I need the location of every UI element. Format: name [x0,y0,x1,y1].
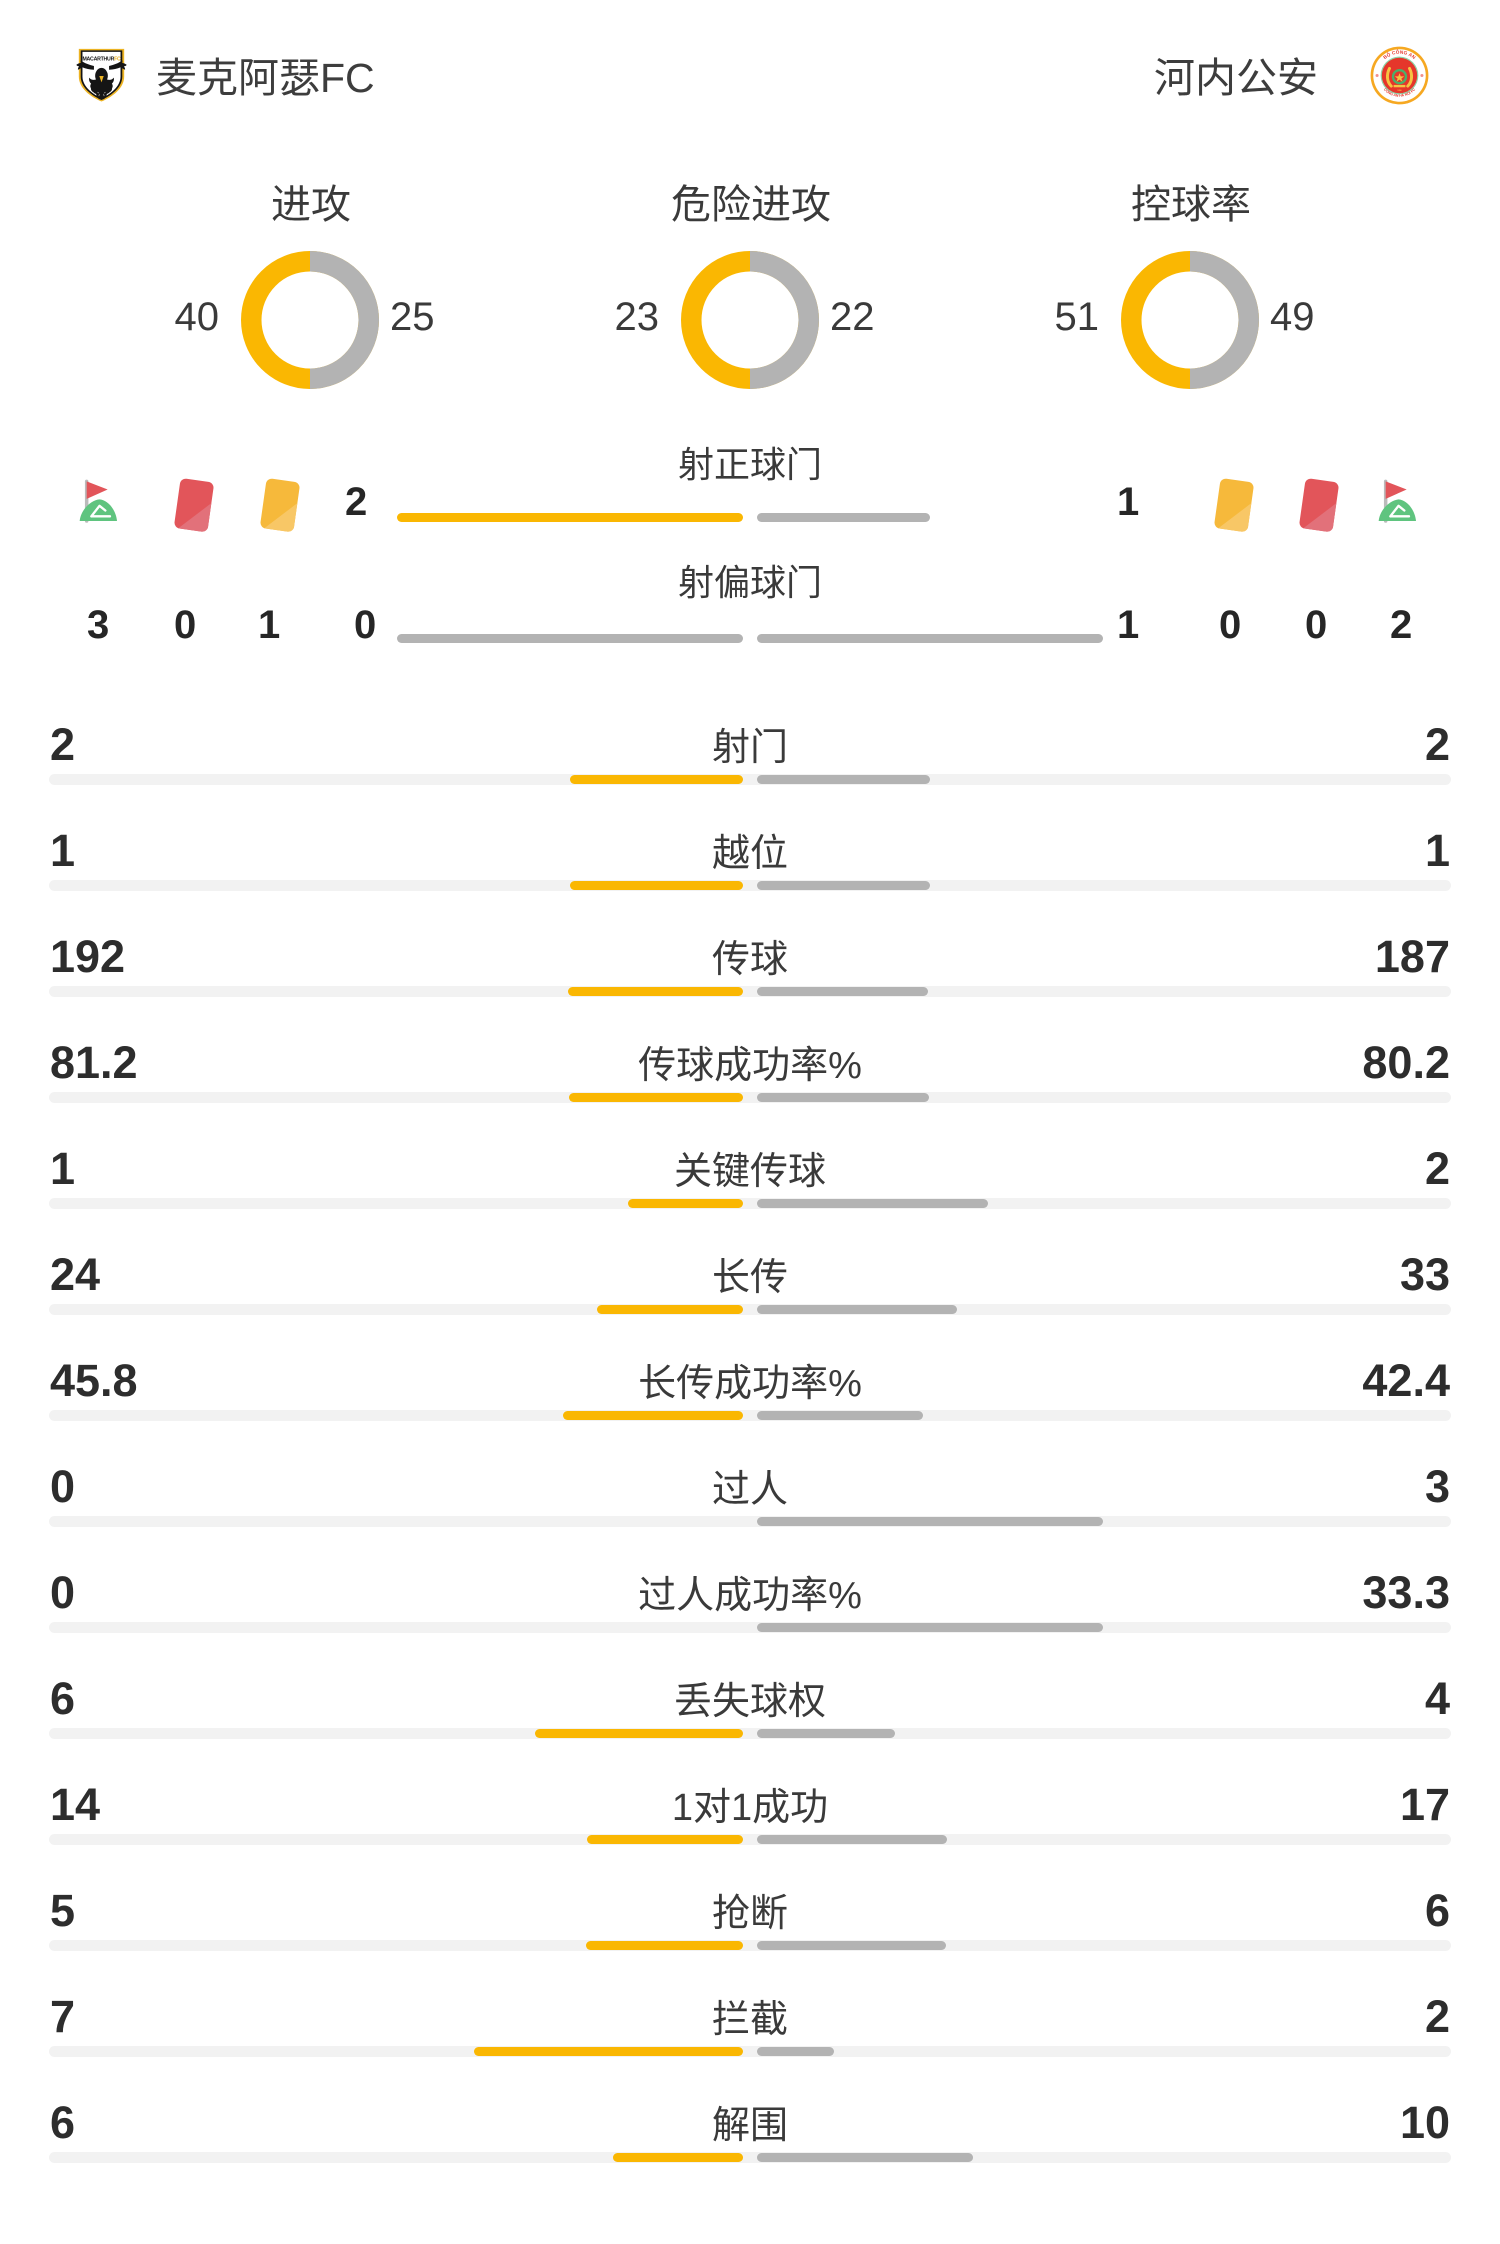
svg-text:1896: 1896 [1397,90,1401,92]
svg-text:MACARTHURFC: MACARTHURFC [82,56,121,62]
